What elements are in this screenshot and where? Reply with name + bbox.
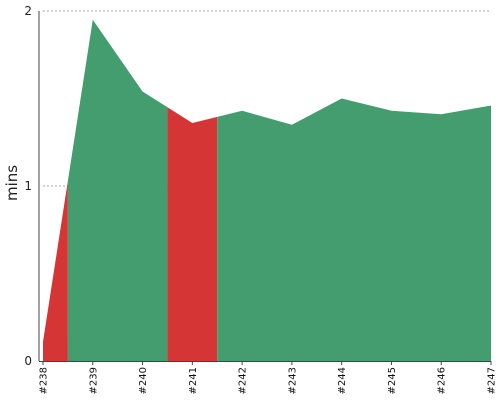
area-segment-failed-0: [43, 180, 68, 361]
y-axis-title: mins: [3, 165, 21, 201]
x-tick-label-240: #240: [138, 367, 149, 394]
area-segment-failed-2: [167, 107, 218, 361]
x-tick-label-243: #243: [287, 367, 298, 394]
area-segment-success-1: [67, 19, 168, 361]
x-tick-label-247: #247: [487, 367, 498, 394]
y-tick-label-2: 2: [24, 4, 32, 18]
duration-area: [43, 19, 491, 361]
x-tick-label-246: #246: [437, 367, 448, 394]
y-tick-labels: 0 1 2: [24, 4, 32, 368]
y-tick-label-0: 0: [24, 354, 32, 368]
x-tick-label-244: #244: [337, 367, 348, 394]
area-segment-success-3: [217, 98, 491, 361]
axes: [38, 11, 491, 362]
x-tick-label-239: #239: [88, 367, 99, 394]
y-tick-label-1: 1: [24, 179, 32, 193]
x-tick-label-238: #238: [39, 367, 50, 394]
x-tick-labels: #238 #239 #240 #241 #242 #243 #244 #245 #246 #247: [39, 361, 498, 394]
x-tick-label-242: #242: [238, 367, 249, 394]
x-tick-label-245: #245: [387, 367, 398, 394]
x-tick-label-241: #241: [188, 367, 199, 394]
